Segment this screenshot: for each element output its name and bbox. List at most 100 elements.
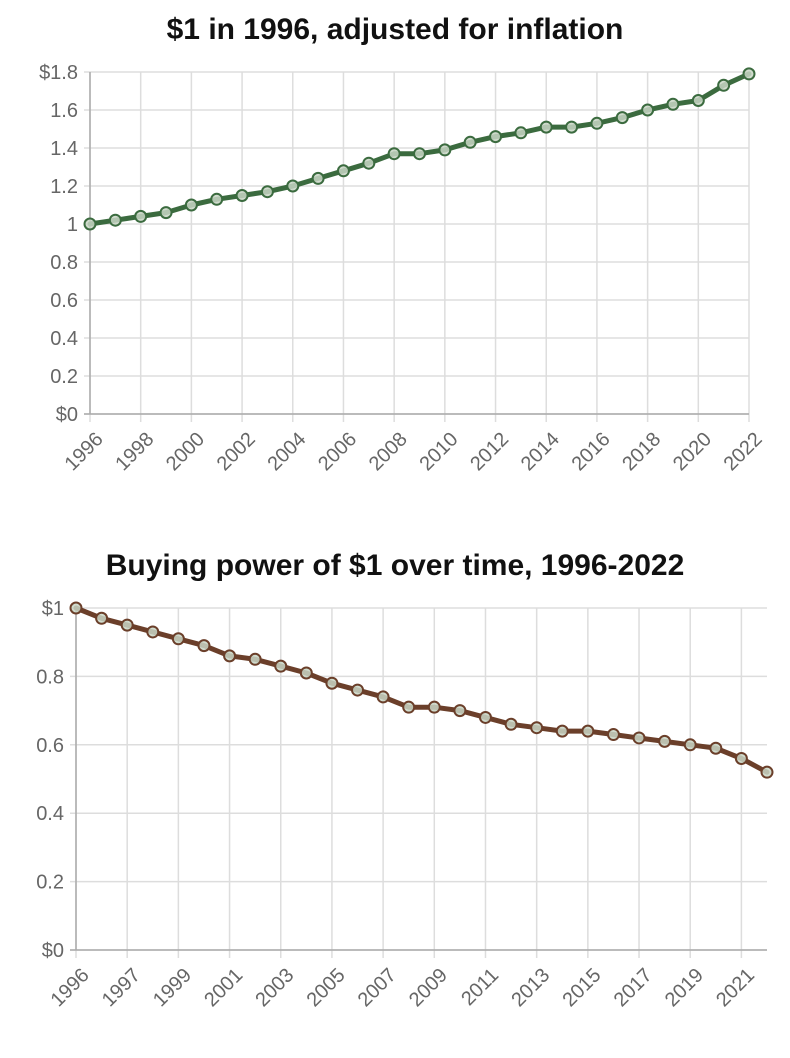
chart-1-x-tick-label: 2008 [365,428,412,475]
chart-1-x-tick-label: 2000 [162,428,209,475]
chart-2-data-point [120,618,134,632]
chart-1-svg: $0 0.2 0.4 0.6 0.8 1 1.2 1.4 1.6 $1.8 1996 1998 2000… [39,62,767,475]
chart-1-data-point [539,120,553,134]
chart-2-data-point [223,649,237,663]
chart-2-x-tick-label: 2007 [354,964,401,1011]
chart-2-y-tick-label: $1 [42,598,64,620]
chart-2-data-point [555,724,569,738]
chart-1-y-tick-label: 1.2 [50,176,78,198]
chart-2-data-point [402,700,416,714]
chart-1-data-point [666,97,680,111]
chart-2-x-tick-label: 1999 [149,964,196,1011]
chart-1-y-tick-label: 1.6 [50,100,78,122]
chart-1-data-point [159,206,173,220]
chart-1-data-point [438,143,452,157]
chart-1-data-point [413,147,426,161]
chart-1-x-tick-label: 2006 [314,428,361,475]
chart-1-data-point [463,135,477,149]
chart-2-data-point [581,724,595,738]
chart-2-data-point [325,676,339,690]
chart-1-y-tick-label: $1.8 [39,62,78,84]
chart-2-data-point [95,611,109,625]
chart-1-x-tick-label: 2004 [263,428,310,475]
chart-2-data-point [606,728,620,742]
chart-1-data-point [590,116,604,130]
chart-2-data-point [453,704,467,718]
chart-2-data-point [248,652,262,666]
chart-1-data-point [387,147,401,161]
chart-1-data-point [108,213,122,227]
chart-2-data-point [197,639,211,653]
chart-1-data-point [615,111,629,125]
chart-1-x-tick-label: 2020 [669,428,716,475]
chart-2-data-point [274,659,288,673]
chart-1-data-point [514,126,528,140]
chart-1-data-point [489,130,503,144]
chart-1-x-tick-label: 1996 [61,428,108,475]
chart-1-data-point [235,189,249,202]
chart-1-x-tick-label: 2022 [720,428,767,475]
chart-1-x-tick-label: 2014 [517,428,564,475]
chart-2-x-tick-label: 2009 [405,964,452,1011]
chart-2-data-point [658,734,672,748]
chart-1-y-tick-label: 0.6 [50,290,78,312]
chart-2-data-point [351,683,365,697]
chart-1-data-point [565,120,579,134]
chart-2-svg: $0 0.2 0.4 0.6 0.8 $1 1996 1997 1999 2001 2003 2005… [36,598,774,1011]
chart-1-data-point [134,209,148,223]
chart-1-title: $1 in 1996, adjusted for inflation [166,13,624,46]
chart-2-x-tick-label: 1997 [98,964,145,1011]
chart-2-series-line [73,605,770,775]
chart-1-y-tick-label: 0.8 [50,252,78,274]
chart-1-x-tick-label: 1998 [111,428,158,475]
chart-2-data-point [530,721,544,735]
chart-1-data-point [210,192,224,206]
chart-1-y-tick-label: $0 [56,404,78,426]
chart-1-x-tick-label: 2018 [618,428,665,475]
chart-1-x-tick-label: 2002 [213,428,260,475]
chart-1-data-point [184,198,198,212]
chart-2-x-tick-label: 2003 [251,964,298,1011]
chart-2-data-point [709,741,723,755]
chart-1-data-point [286,179,300,193]
chart-2-data-point [171,632,185,646]
chart-2-data-point [427,700,441,714]
chart-1-data-point [260,185,274,199]
chart-1-data-point [742,67,756,81]
chart-1-y-tick-label: 1 [67,214,78,236]
chart-2-y-tick-label: 0.4 [36,803,64,825]
chart-1-data-point [641,103,655,117]
chart-2-y-tick-label: $0 [42,940,64,962]
chart-2-y-tick-label: 0.2 [36,872,64,894]
chart-1-data-point [691,94,705,107]
chart-2-x-tick-label: 2011 [457,964,503,1010]
chart-2-data-point [69,601,83,615]
chart-2-data-point [299,666,313,680]
chart-1-data-point [717,78,731,92]
chart-2-data-point [734,751,748,765]
chart-2-x-tick-label: 2013 [507,964,554,1011]
chart-2-y-tick-label: 0.6 [36,735,64,757]
chart-2-x-tick-label: 2005 [303,964,350,1011]
chart-2-title: Buying power of $1 over time, 1996-2022 [105,549,685,582]
chart-1-y-tick-label: 0.4 [50,328,78,350]
chart-1-data-point [83,217,97,231]
chart-1-data-point [362,156,376,170]
chart-2-x-tick-label: 1996 [47,964,94,1011]
chart-2-x-tick-label: 2001 [200,964,247,1011]
chart-1-data-point [336,164,350,178]
chart-2-y-tick-label: 0.8 [36,666,64,688]
chart-1-data-point [311,171,325,185]
chart-2-data-point [376,690,390,704]
chart-1-x-tick-label: 2016 [568,428,615,475]
chart-2-x-tick-label: 2017 [610,964,657,1011]
chart-1-y-tick-label: 1.4 [50,138,78,160]
chart-2-data-point [504,717,518,731]
chart-2-x-tick-label: 2021 [712,964,759,1011]
chart-2-data-point [146,625,160,639]
chart-2-data-point [632,731,646,745]
chart-2-data-point [760,765,774,779]
chart-1-x-tick-label: 2010 [416,428,463,475]
chart-2-data-point [478,710,492,724]
chart-1-x-tick-label: 2012 [466,428,513,475]
